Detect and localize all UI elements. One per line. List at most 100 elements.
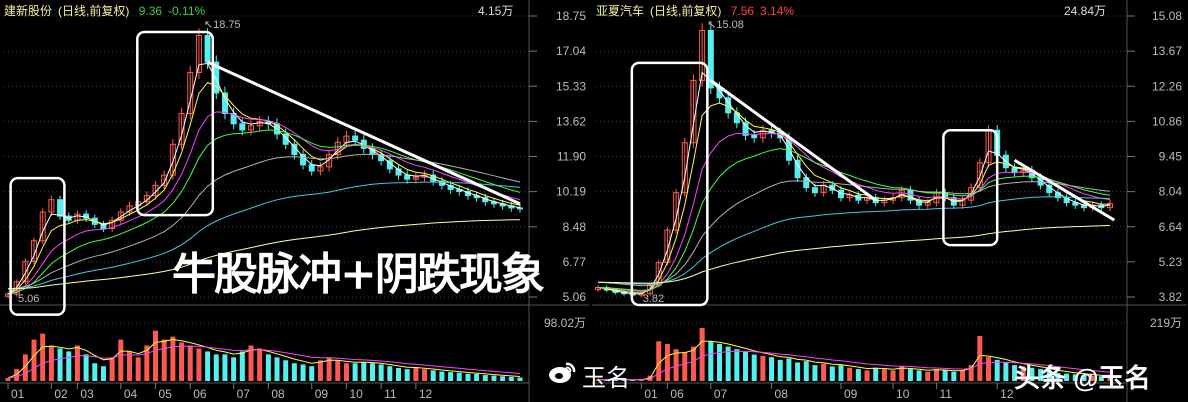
x-tick-label: 02 [54, 387, 68, 401]
candle-body [22, 260, 29, 283]
candle-body [1072, 202, 1079, 206]
x-tick-label: 08 [775, 387, 789, 401]
volume-bar [100, 366, 106, 381]
y-tick-label: 8.48 [563, 220, 587, 234]
volume-bar [92, 363, 98, 381]
volume-bar [508, 376, 514, 381]
volume-bar [595, 379, 601, 381]
volume-bar [847, 367, 853, 381]
volume-bar [57, 348, 63, 381]
volume-bar [482, 375, 488, 381]
candle-body [673, 192, 680, 231]
volume-bar [361, 362, 367, 381]
volume-bar [300, 364, 306, 381]
volume-bar [612, 379, 618, 381]
volume-bar [1072, 374, 1078, 381]
volume-bar [1064, 373, 1070, 381]
volume-bar [699, 328, 705, 381]
candle-body [143, 195, 150, 203]
candle-body [83, 213, 90, 219]
candle-body [239, 123, 246, 131]
volume-bar [673, 349, 679, 381]
candle-body [100, 223, 107, 229]
candle-body [1020, 169, 1027, 174]
stock-name: 建新股份 [4, 4, 53, 18]
chart-mode: (日线,前复权) [58, 4, 130, 18]
x-tick-label: 12 [419, 387, 433, 401]
volume-bar [760, 355, 766, 381]
moving-average-line [597, 132, 1111, 293]
volume-bar [994, 359, 1000, 381]
volume-bar [213, 354, 219, 381]
volume-bar [231, 357, 237, 381]
volume-bar [1098, 376, 1104, 381]
volume-bar [873, 367, 879, 381]
y-tick-label: 15.33 [556, 79, 586, 93]
volume-bar [187, 345, 193, 381]
candle-body [326, 154, 333, 168]
highlight-box [630, 61, 709, 307]
candle-body [1046, 184, 1053, 194]
candle-body [976, 162, 983, 189]
volume-bar [621, 379, 627, 381]
y-tick-label: 12.26 [1152, 79, 1182, 93]
candle-body [517, 207, 523, 210]
volume-bar [795, 362, 801, 381]
volume-bar [161, 339, 167, 381]
x-tick-label: 01 [644, 387, 658, 401]
volume-bar [708, 341, 714, 381]
overlay-caption: 牛股脉冲+阴跌现象 [172, 249, 545, 300]
moving-average-line [7, 111, 521, 295]
candle-body [412, 176, 419, 180]
candle-body [699, 29, 706, 81]
moving-average-line [597, 224, 1111, 284]
volume-bar [109, 357, 115, 381]
volume-bar [734, 349, 740, 381]
x-tick-label: 10 [349, 387, 363, 401]
candle-body [317, 166, 324, 172]
right-chart-header: 亚夏汽车 (日线,前复权) 7.56 3.14% [596, 2, 800, 19]
volume-bar [829, 366, 835, 381]
x-tick-label: 07 [237, 387, 251, 401]
y-tick-label: 11.90 [557, 150, 586, 164]
candle-body [352, 135, 359, 141]
volume-bar [248, 345, 254, 381]
x-tick-label: 11 [384, 387, 397, 401]
volume-bar [126, 351, 132, 381]
x-tick-label: 11 [939, 387, 952, 401]
volume-bar [890, 370, 896, 381]
y-tick-label: 18.75 [556, 9, 586, 23]
volume-bar [135, 357, 141, 381]
volume-bar [1029, 367, 1035, 381]
volume-bar [968, 365, 974, 381]
moving-average-line [597, 148, 1111, 291]
volume-bar [5, 378, 11, 381]
highlight-box [9, 176, 66, 316]
left-volume-header: 4.15万 [478, 4, 514, 18]
right-chart: 15.08 13.67 12.26 10.86 9.45 8.04 6.64 5.23 3.82… [592, 0, 1187, 402]
volume-bar [404, 369, 410, 381]
candle-body [707, 29, 714, 89]
volume-bar [812, 365, 818, 381]
volume-bar [14, 369, 20, 381]
volume-bar [517, 377, 523, 381]
candle-body [109, 219, 116, 229]
candle-body [742, 122, 749, 136]
x-tick-label: 12 [1000, 387, 1014, 401]
volume-bar [40, 333, 46, 381]
volume-bar [48, 345, 54, 381]
volume-bar [343, 363, 349, 381]
y-tick-label: 3.82 [1159, 290, 1183, 304]
right-volume-header: 24.84万 [1064, 4, 1107, 18]
candle-body [204, 34, 211, 63]
volume-bar [725, 346, 731, 381]
volume-bar [959, 370, 965, 381]
volume-bar [118, 339, 124, 381]
y-tick-label: 13.62 [556, 114, 586, 128]
high-price-marker: ↖18.75 [204, 19, 241, 31]
volume-bar [335, 360, 341, 381]
stock-name: 亚夏汽车 [596, 4, 645, 18]
volume-bar [1107, 375, 1113, 381]
volume-bar [690, 346, 696, 381]
